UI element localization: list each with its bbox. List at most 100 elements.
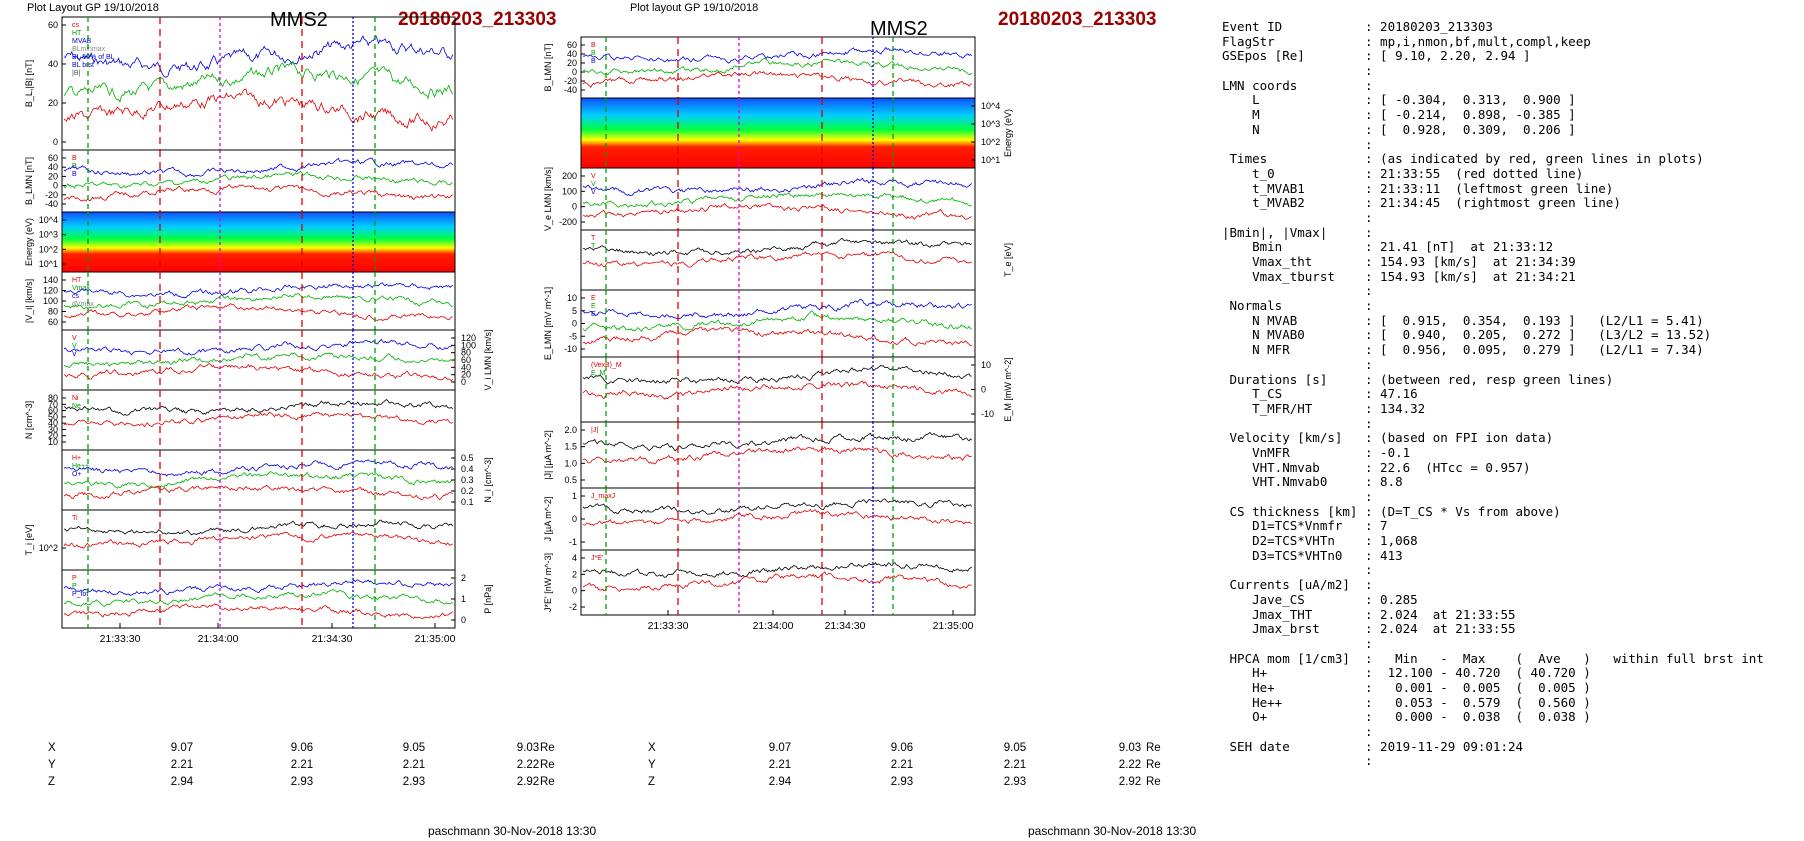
y-tick-label: 1 (461, 594, 466, 604)
legend-label: V (591, 173, 596, 180)
info-line: |Bmin|, |Vmax| : (1222, 224, 1373, 240)
info-line: t_0 : 21:33:55 (red dotted line) (1222, 165, 1584, 181)
y-tick-label: 60 (48, 153, 58, 163)
y-tick-label: 200 (562, 171, 577, 181)
data-trace (582, 446, 972, 465)
info-line: : (1222, 724, 1373, 739)
panel-frame (580, 487, 976, 551)
y-axis-label: |J| [µA m^-2] (543, 430, 553, 480)
data-trace (582, 562, 972, 578)
info-line: Vmax_tht : 154.93 [km/s] at 21:34:39 (1222, 254, 1576, 269)
y-tick-label: -40 (564, 85, 577, 95)
info-line: Velocity [km/s] : (based on FPI ion data… (1222, 430, 1554, 446)
panel-frame (580, 421, 976, 489)
info-line: N MFR : [ 0.956, 0.095, 0.279 ] (L2/L1 =… (1222, 342, 1704, 358)
info-line: Durations [s] : (between red, resp green… (1222, 371, 1614, 387)
legend-label: E (591, 303, 596, 310)
right-plot-title: MMS2 (870, 18, 928, 40)
info-line: D3=TCS*VHTn0 : 413 (1222, 547, 1403, 563)
x-tick-label: 21:34:30 (312, 633, 353, 645)
right-plot-event-id: 20180203_213303 (998, 9, 1157, 30)
axis-label: X (648, 742, 656, 754)
info-line: D1=TCS*Vnmfr : 7 (1222, 518, 1388, 534)
data-trace (63, 398, 453, 416)
y-tick-label: 20 (461, 370, 471, 380)
y-tick-label: -10 (981, 409, 994, 419)
info-line: Jmax_brst : 2.024 at 21:33:55 (1222, 621, 1516, 637)
info-line: L : [ -0.304, 0.313, 0.900 ] (1222, 92, 1576, 108)
position-row-y: Y 2.21 2.21 2.21 2.22 Re (640, 759, 1180, 773)
y-tick-label: 80 (48, 393, 58, 403)
x-tick-label: 21:33:30 (648, 620, 689, 632)
data-trace (582, 202, 972, 220)
panel-frame (61, 149, 456, 213)
legend-label: P (72, 583, 77, 590)
position-value: 2.93 (402, 776, 426, 788)
legend-label: Ti (72, 515, 78, 522)
y-tick-label: 1.0 (564, 458, 577, 468)
y-tick-label: 30 (48, 424, 58, 434)
legend-label: |B| (72, 70, 80, 77)
legend-label: He++ (72, 463, 89, 470)
legend-label: J_maxJ (591, 493, 615, 500)
axis-label: X (48, 742, 56, 754)
panel-7: 10^2 T_i [eV] Ti (24, 509, 456, 571)
panel-frame (580, 36, 976, 99)
position-value: 2.92 (516, 776, 540, 788)
y-tick-label: 40 (567, 49, 577, 59)
legend-label: B (72, 163, 77, 170)
info-line: CS thickness [km] : (D=T_CS * Vs from ab… (1222, 503, 1561, 519)
y-axis-label: B_LMN [nT] (24, 157, 34, 205)
y-tick-label: 0 (572, 319, 577, 329)
legend-label: V (72, 343, 77, 350)
y-tick-label: 120 (461, 333, 476, 343)
unit-label: Re (540, 742, 555, 754)
y-axis-label: P [nPa] (483, 584, 493, 613)
legend-label: (VexB)_M (591, 362, 622, 369)
y-tick-label: -40 (45, 199, 58, 209)
info-line: N MVAB : [ 0.915, 0.354, 0.193 ] (L2/L1 … (1222, 312, 1704, 328)
right-position-table: X 9.07 9.06 9.05 9.03 Re Y 2.21 2.21 2.2… (640, 742, 1180, 792)
position-value: 2.21 (1003, 759, 1027, 771)
info-line: Jmax_THT : 2.024 at 21:33:55 (1222, 606, 1516, 622)
info-line: N : [ 0.928, 0.309, 0.206 ] (1222, 121, 1576, 137)
data-trace (63, 61, 454, 103)
data-trace (582, 251, 972, 268)
y-axis-label: J [µA m^-2] (543, 497, 553, 542)
legend-label: P (72, 575, 77, 582)
y-tick-label: 2 (572, 569, 577, 579)
data-trace (63, 183, 453, 202)
legend-label: HT (72, 30, 82, 37)
y-tick-label: 10^2 (981, 137, 1000, 147)
y-tick-label: 40 (48, 162, 58, 172)
y-tick-label: 60 (48, 317, 58, 327)
data-trace (63, 338, 453, 356)
unit-label: Re (1146, 759, 1161, 771)
position-value: 2.21 (402, 759, 426, 771)
info-line: Normals : (1222, 298, 1373, 314)
position-value: 2.21 (170, 759, 194, 771)
y-axis-label: |V_i| [km/s] (24, 279, 34, 323)
position-value: 2.94 (170, 776, 194, 788)
position-value: 2.21 (290, 759, 314, 771)
x-tick-label: 21:33:30 (100, 633, 141, 645)
position-value: 2.21 (890, 759, 914, 771)
y-tick-label: 20 (48, 171, 58, 181)
y-tick-label: 0 (981, 385, 986, 395)
data-trace (63, 170, 453, 189)
y-tick-label: 0 (53, 181, 58, 191)
legend-label: B (591, 42, 596, 49)
y-tick-label: 10^4 (39, 215, 58, 225)
data-trace (582, 431, 972, 452)
legend-label: BLminmax (72, 46, 106, 53)
y-tick-label: 60 (567, 40, 577, 50)
panel-5: 10 0 -10 E_M [mW m^-2] (VexB)_ME_M (580, 356, 1013, 423)
y-tick-label: 0.1 (461, 497, 474, 507)
panel-frame (580, 549, 976, 616)
y-tick-label: 0 (572, 202, 577, 212)
unit-label: Re (540, 759, 555, 771)
legend-label: H+ (72, 455, 81, 462)
